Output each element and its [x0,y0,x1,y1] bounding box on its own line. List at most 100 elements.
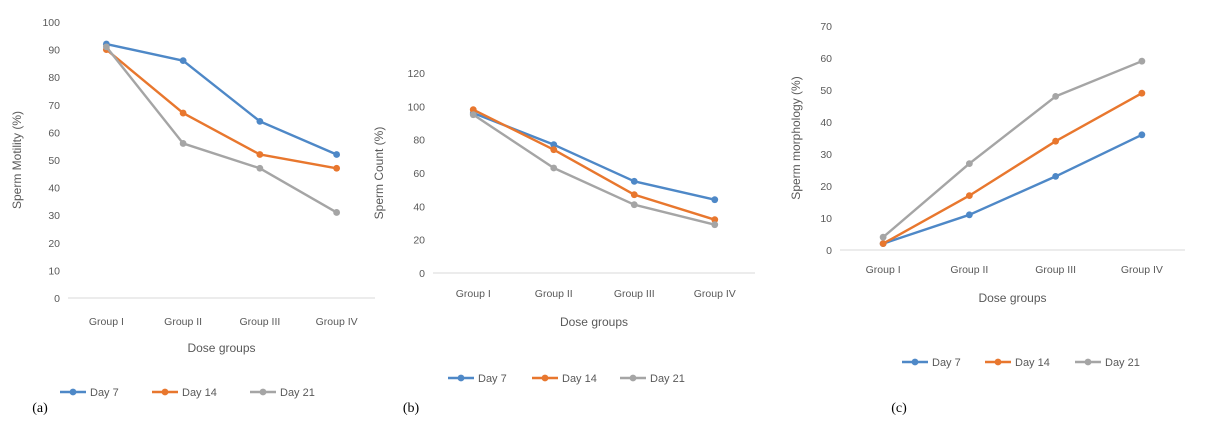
data-point-day-7 [711,196,719,204]
legend-label: Day 7 [478,373,507,385]
y-tick-label: 100 [407,101,425,113]
legend-marker [911,358,919,366]
x-tick-label: Group III [239,316,280,328]
legend-item: Day 21 [620,373,685,385]
data-point-day-14 [711,216,719,224]
series-line-day-7 [881,133,1144,245]
y-tick-label: 70 [820,21,832,33]
y-tick-label: 60 [48,127,60,139]
legend-marker [161,388,169,396]
x-tick-label: Group II [164,316,202,328]
y-tick-label: 20 [48,238,60,250]
x-tick-label: Group IV [316,316,358,328]
y-tick-label: 80 [48,72,60,84]
legend-item: Day 7 [902,357,961,369]
y-tick-label: 0 [419,268,425,280]
x-tick-label: Group I [89,316,124,328]
data-point-day-7 [256,117,264,125]
data-point-day-21 [102,43,110,51]
data-point-day-7 [965,211,973,219]
data-point-day-14 [333,164,341,172]
legend-label: Day 14 [1015,357,1050,369]
data-point-day-7 [1052,173,1060,180]
data-point-day-14 [256,151,264,158]
legend-label: Day 7 [90,387,119,399]
legend-label: Day 21 [1105,357,1140,369]
x-tick-label: Group II [535,288,573,300]
legend-item: Day 14 [985,357,1050,369]
x-tick-label: Group I [456,288,491,300]
data-point-day-21 [469,111,477,119]
y-axis-title: Sperm Motility (%) [10,111,24,209]
series-line-day-14 [472,108,716,221]
x-axis-title: Dose groups [560,315,628,329]
data-point-day-21 [965,160,973,168]
legend-label: Day 7 [932,357,961,369]
y-tick-label: 50 [48,155,60,167]
data-point-day-14 [879,240,887,248]
data-point-day-14 [1052,137,1060,145]
y-tick-label: 40 [48,183,60,195]
legend-marker [541,374,549,382]
legend-label: Day 21 [280,387,315,399]
y-tick-label: 80 [413,135,425,147]
legend-marker [1084,358,1092,366]
x-tick-label: Group IV [694,288,736,300]
chart-panel-2: 0 20 40 60 80 100 120 Group I Group II Group III G… [372,68,755,416]
data-point-day-21 [630,201,638,209]
legend-marker [259,388,267,396]
x-tick-label: Group II [950,264,988,276]
data-point-day-7 [179,57,187,65]
data-point-day-21 [1138,57,1146,65]
y-tick-label: 20 [820,181,832,193]
y-tick-label: 100 [42,17,60,29]
legend-marker [457,374,465,382]
y-axis-title: Sperm morphology (%) [789,76,803,199]
chart-panel-3: 0 10 20 30 40 50 60 70 Group I Group II Group III G… [789,21,1185,416]
y-tick-label: 120 [407,68,425,80]
y-tick-label: 70 [48,100,60,112]
data-point-day-21 [550,164,558,172]
legend-label: Day 14 [562,373,597,385]
series-line-day-21 [105,45,338,214]
legend-item: Day 7 [60,387,119,399]
y-axis-title: Sperm Count (%) [372,127,386,220]
series-line-day-21 [472,113,716,226]
y-tick-label: 90 [48,45,60,57]
x-axis-title: Dose groups [978,291,1046,305]
data-point-day-21 [1052,93,1060,100]
x-tick-label: Group III [1035,264,1076,276]
data-point-day-7 [550,141,558,149]
data-point-day-21 [179,140,187,147]
series-line-day-14 [105,48,338,170]
x-axis-title: Dose groups [187,341,255,355]
chart-panel-1: 0 10 20 30 40 50 60 70 80 90 100 Group I Group II Gro… [10,17,375,416]
data-point-day-7 [630,177,638,185]
data-point-day-21 [711,221,719,229]
legend-label: Day 14 [182,387,217,399]
data-point-day-14 [1138,89,1146,97]
data-point-day-14 [550,146,558,154]
y-tick-label: 60 [820,53,832,65]
legend-marker [69,388,77,396]
data-point-day-21 [256,164,264,172]
panel-label: (a) [32,401,48,416]
y-tick-label: 0 [826,245,832,257]
data-point-day-14 [965,192,973,200]
data-point-day-21 [333,209,341,216]
y-tick-label: 10 [48,265,60,277]
series-line-day-7 [105,42,338,156]
series-line-day-21 [881,60,1144,239]
y-tick-label: 40 [820,117,832,129]
legend-item: Day 21 [1075,357,1140,369]
y-tick-label: 40 [413,201,425,213]
x-tick-label: Group III [614,288,655,300]
y-tick-label: 0 [54,293,60,305]
legend-marker [629,374,637,382]
data-point-day-7 [333,151,341,158]
data-point-day-14 [469,106,477,114]
series-line-day-14 [881,91,1144,245]
y-tick-label: 10 [820,213,832,225]
legend-marker [994,358,1002,366]
